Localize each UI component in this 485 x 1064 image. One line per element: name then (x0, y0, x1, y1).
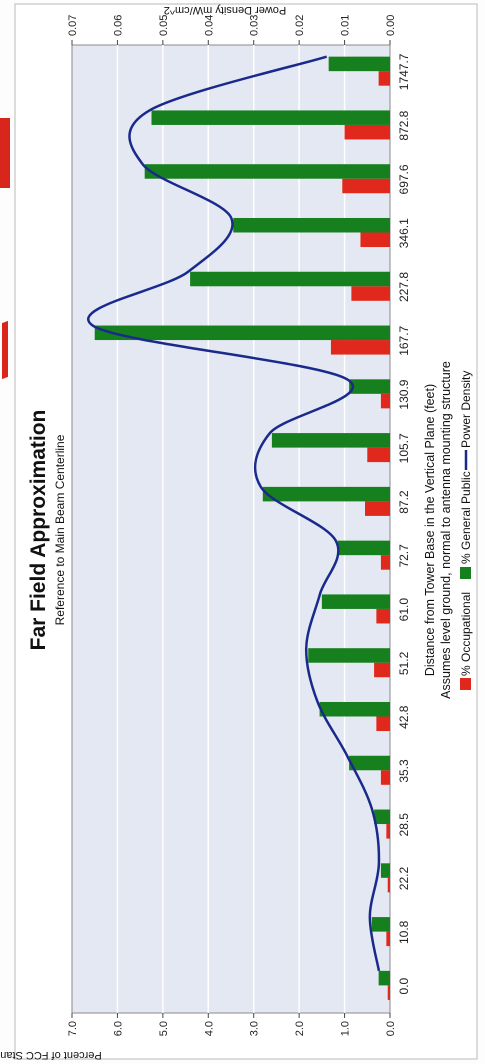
y2-tick-label: 0.01 (340, 15, 352, 36)
bar-occupational (376, 608, 390, 624)
y2-tick-label: 0.00 (385, 15, 397, 36)
y-tick-label: 5.0 (158, 1021, 170, 1036)
legend-label-power-density: Power Density (459, 371, 473, 448)
x-tick-label: 35.3 (397, 759, 411, 783)
bar-general-public (144, 164, 390, 179)
x-tick-label: 167.7 (397, 325, 411, 355)
x-tick-label: 72.7 (397, 544, 411, 568)
y-tick-label: 2.0 (294, 1021, 306, 1036)
axes: 0.01.02.03.04.05.06.07.00.000.010.020.03… (67, 15, 411, 1037)
bar-occupational (386, 931, 390, 947)
bar-occupational (365, 501, 390, 516)
bar-general-public (378, 970, 390, 986)
y-tick-label: 1.0 (340, 1021, 352, 1036)
bar-general-public (328, 56, 390, 72)
power-density-line (87, 55, 381, 972)
x-tick-label: 227.8 (397, 272, 411, 302)
y2-tick-label: 0.02 (294, 15, 306, 36)
bar-occupational (351, 286, 390, 301)
y-tick-label: 7.0 (67, 1021, 79, 1036)
legend-label-general-public: % General Public (459, 471, 473, 564)
y2-tick-label: 0.03 (249, 15, 261, 36)
bar-occupational (378, 71, 390, 86)
bar-occupational (374, 662, 390, 678)
x-tick-label: 0.0 (397, 977, 411, 994)
bar-occupational (330, 340, 390, 355)
x-tick-label: 872.8 (397, 110, 411, 140)
x-tick-label: 130.9 (397, 379, 411, 409)
chart-subtitle: Reference to Main Beam Centerline (53, 434, 67, 625)
bar-general-public (349, 755, 390, 771)
red-mark-top (0, 118, 10, 188)
x-tick-label: 42.8 (397, 705, 411, 729)
bar-general-public (349, 379, 390, 394)
legend-label-occupational: % Occupational (459, 592, 473, 676)
y-tick-label: 3.0 (249, 1021, 261, 1036)
x-tick-label: 51.2 (397, 651, 411, 675)
bar-occupational (380, 555, 390, 570)
x-tick-label: 28.5 (397, 813, 411, 837)
power-density-line-group (87, 55, 381, 972)
bars (94, 56, 390, 1000)
legend: % Occupational % General Public Power De… (459, 371, 473, 690)
bar-occupational (387, 985, 390, 1000)
x-tick-label: 346.1 (397, 218, 411, 248)
bar-general-public (374, 809, 390, 825)
bar-general-public (271, 433, 390, 448)
x-axis-note: Assumes level ground, normal to antenna … (439, 361, 453, 699)
x-tick-label: 1747.7 (397, 53, 411, 90)
legend-swatch-occupational (460, 678, 471, 690)
y2-tick-label: 0.06 (112, 15, 124, 36)
x-tick-label: 10.8 (397, 920, 411, 944)
bar-occupational (342, 178, 390, 194)
bar-general-public (190, 271, 390, 287)
bar-occupational (376, 716, 390, 732)
bar-general-public (371, 917, 390, 932)
bar-occupational (380, 770, 390, 785)
bar-general-public (151, 110, 390, 125)
bar-occupational (344, 124, 390, 140)
x-axis-title: Distance from Tower Base in the Vertical… (423, 384, 437, 676)
x-tick-label: 22.2 (397, 867, 411, 891)
y-tick-label: 6.0 (112, 1021, 124, 1036)
legend-swatch-general-public (460, 567, 471, 579)
y-axis-title: Percent of FCC Standard (0, 1049, 102, 1061)
bar-general-public (308, 648, 390, 663)
bar-occupational (386, 824, 390, 839)
bar-general-public (319, 701, 390, 717)
plot-area (71, 44, 391, 1014)
y2-tick-label: 0.07 (67, 15, 79, 36)
gridlines (116, 45, 346, 1013)
bar-occupational (360, 232, 390, 248)
bar-occupational (367, 447, 390, 463)
chart-title: Far Field Approximation (27, 410, 50, 651)
bar-general-public (380, 863, 390, 878)
bar-general-public (321, 594, 390, 609)
y-tick-label: 0.0 (385, 1021, 397, 1036)
bar-general-public (94, 325, 390, 341)
bar-general-public (233, 217, 390, 233)
y2-tick-label: 0.05 (158, 15, 170, 36)
bar-occupational (380, 393, 390, 409)
x-tick-label: 61.0 (397, 598, 411, 622)
bar-occupational (387, 877, 390, 893)
y2-tick-label: 0.04 (203, 15, 215, 36)
y2-axis-title: Power Density mW/cm^2 (164, 4, 287, 16)
bar-general-public (337, 540, 390, 556)
x-tick-label: 105.7 (397, 433, 411, 463)
bar-general-public (262, 486, 390, 502)
x-tick-label: 697.6 (397, 164, 411, 194)
x-tick-label: 87.2 (397, 490, 411, 514)
y-tick-label: 4.0 (203, 1021, 215, 1036)
